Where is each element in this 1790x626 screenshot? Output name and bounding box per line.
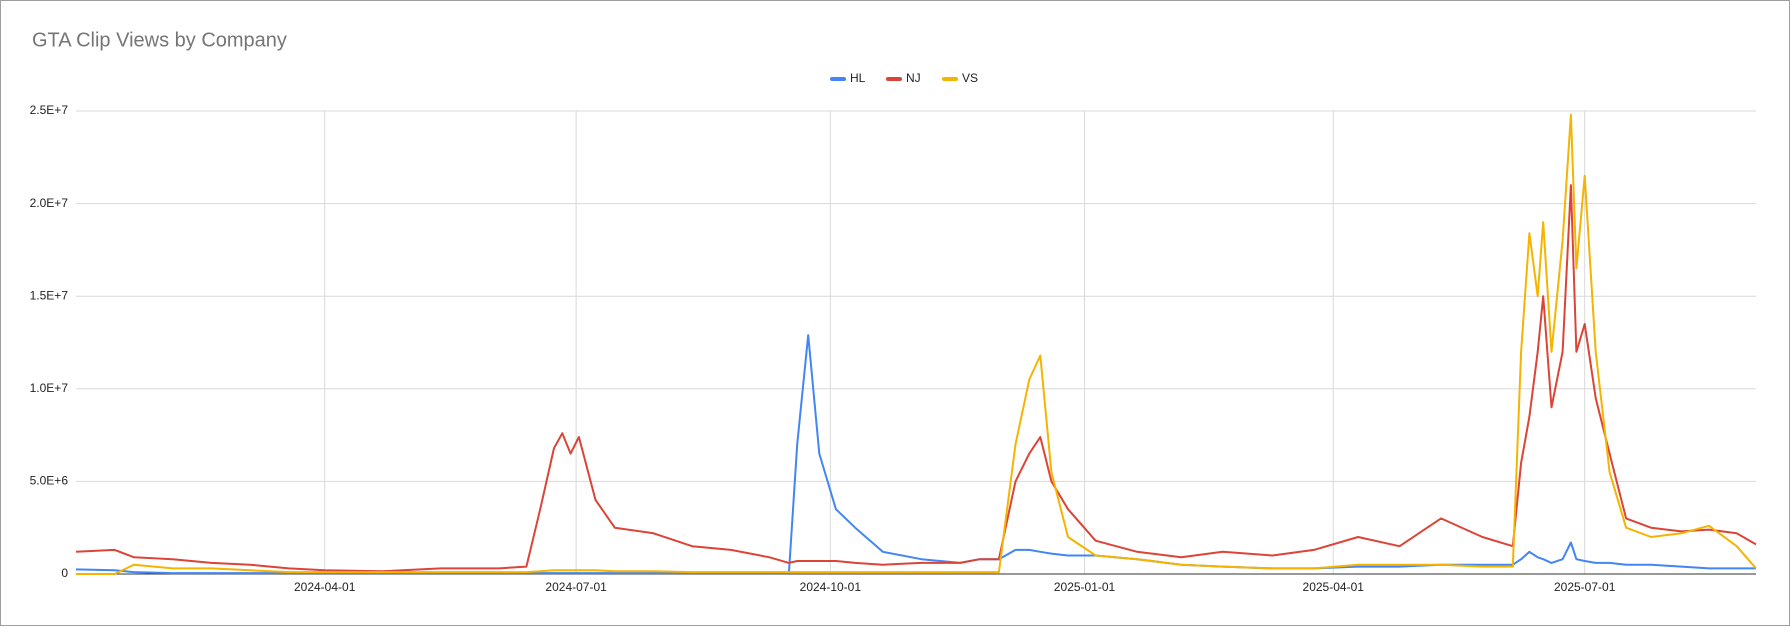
chart-title: GTA Clip Views by Company (32, 29, 287, 51)
x-tick-label: 2024-04-01 (294, 580, 356, 594)
legend-label: VS (962, 71, 978, 85)
y-tick-label: 2.5E+7 (30, 103, 69, 117)
y-tick-label: 1.0E+7 (30, 381, 69, 395)
x-tick-label: 2024-07-01 (545, 580, 607, 594)
x-tick-label: 2025-01-01 (1054, 580, 1116, 594)
y-tick-label: 0 (61, 566, 68, 580)
line-series (75, 184, 1757, 573)
x-tick-label: 2025-07-01 (1554, 580, 1616, 594)
y-tick-label: 2.0E+7 (30, 196, 69, 210)
x-tick-label: 2025-04-01 (1303, 580, 1365, 594)
legend-label: NJ (906, 71, 921, 85)
legend-label: HL (850, 71, 866, 85)
x-tick-label: 2024-10-01 (800, 580, 862, 594)
y-tick-label: 1.5E+7 (30, 288, 69, 302)
y-tick-label: 5.0E+6 (30, 474, 69, 488)
line-series (76, 113, 1757, 575)
